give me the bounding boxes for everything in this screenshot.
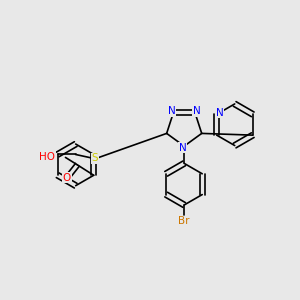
Text: N: N — [193, 106, 200, 116]
Text: N: N — [216, 108, 224, 118]
Text: N: N — [179, 142, 187, 153]
Text: S: S — [92, 153, 98, 163]
Text: N: N — [168, 106, 176, 116]
Text: O: O — [63, 172, 71, 183]
Text: Br: Br — [178, 216, 190, 226]
Text: HO: HO — [39, 152, 55, 162]
